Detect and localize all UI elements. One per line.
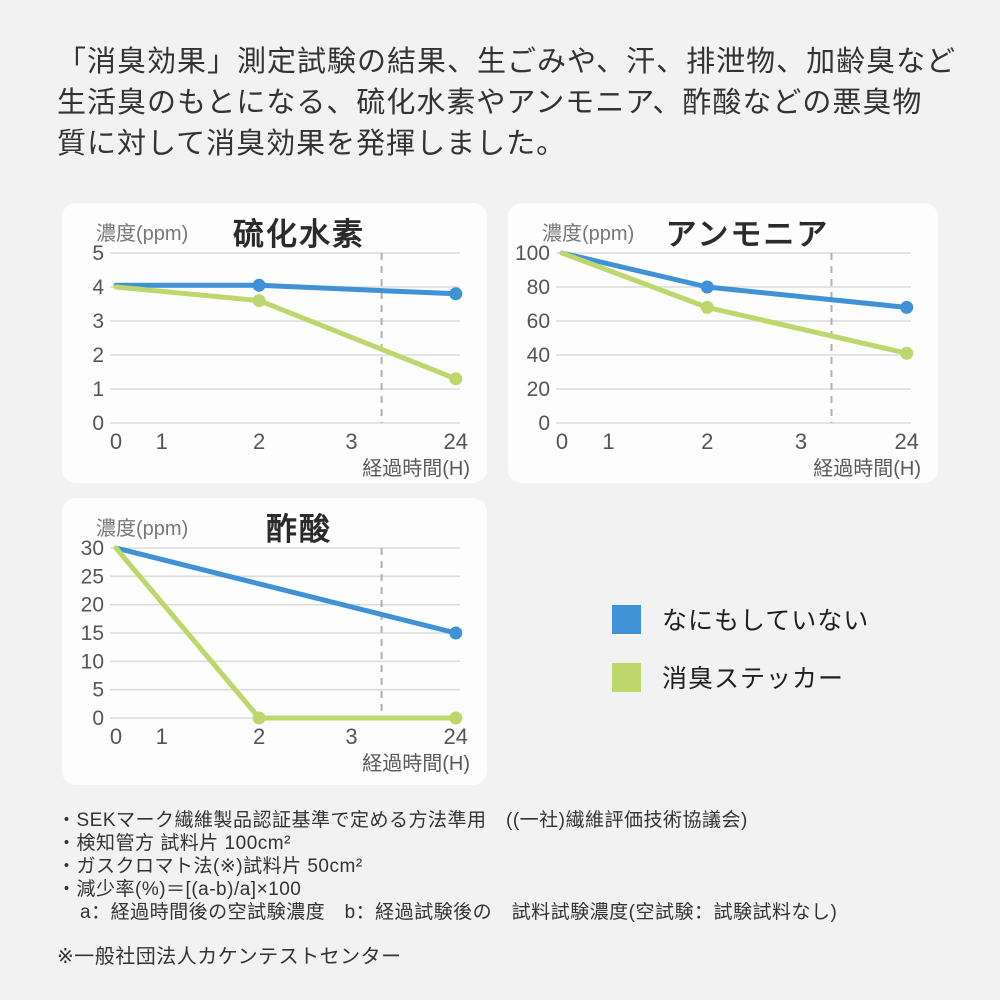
data-point-blue xyxy=(700,280,714,294)
intro-line: 「消臭効果」測定試験の結果、生ごみや、汗、排泄物、加齢臭など xyxy=(57,46,957,78)
footnotes: ・SEKマーク繊維製品認証基準で定める方法準用 ((一社)繊維評価技術協議会) … xyxy=(57,809,837,969)
x-axis-title: 経過時間(H) xyxy=(362,457,470,480)
chart-title: 酢酸 xyxy=(266,512,332,547)
legend-swatch-green xyxy=(612,662,641,692)
x-tick-label: 2 xyxy=(253,724,265,749)
legend-item-untreated: なにもしていない xyxy=(612,601,869,637)
legend-swatch-blue xyxy=(612,604,641,634)
y-tick-label: 25 xyxy=(81,565,104,588)
series-line-blue xyxy=(113,545,459,636)
x-tick-label: 24 xyxy=(444,724,468,749)
chart-card-ammonia: 100 80 60 40 20 0 0 1 2 3 24 経過時間(H) 濃度(ppm) アンモニア xyxy=(508,203,938,483)
y-axis-title: 濃度(ppm) xyxy=(96,517,188,540)
series-line-blue xyxy=(559,250,910,310)
x-tick-label: 2 xyxy=(701,429,713,454)
y-tick-label: 5 xyxy=(92,242,104,265)
data-point-green xyxy=(700,300,714,314)
x-tick-label: 2 xyxy=(253,429,265,454)
legend-item-deodorant-sticker: 消臭ステッカー xyxy=(612,659,869,695)
data-point-green xyxy=(449,711,463,725)
x-tick-label: 1 xyxy=(156,724,168,749)
ammonia-chart: 100 80 60 40 20 00 1 2 3 24 経過時間(H) 濃度(ppm) アンモニア xyxy=(515,217,921,480)
x-tick-label: 3 xyxy=(345,724,357,749)
y-tick-label: 4 xyxy=(92,276,104,299)
intro-line: 生活臭のもとになる、硫化水素やアンモニア、酢酸などの悪臭物 xyxy=(57,87,923,119)
chart-title: アンモニア xyxy=(666,217,830,252)
y-tick-label: 3 xyxy=(92,310,104,333)
x-tick-label: 0 xyxy=(556,429,568,454)
legend-label: なにもしていない xyxy=(662,607,870,635)
x-tick-label: 24 xyxy=(444,429,468,454)
x-tick-label: 0 xyxy=(110,724,122,749)
x-tick-label: 3 xyxy=(345,429,357,454)
x-axis-title: 経過時間(H) xyxy=(813,457,921,480)
y-tick-label: 40 xyxy=(527,344,550,367)
data-point-green xyxy=(900,346,914,360)
footnote-line: ・SEKマーク繊維製品認証基準で定める方法準用 ((一社)繊維評価技術協議会) xyxy=(57,810,748,831)
chart-card-acetic-acid: 30 25 20 15 10 5 0 0 1 2 3 24 経過時間(H) 濃度(ppm) 酢酸 xyxy=(62,498,487,785)
y-tick-label: 60 xyxy=(527,310,550,333)
x-tick-label: 1 xyxy=(602,429,614,454)
y-tick-label: 20 xyxy=(527,378,550,401)
footnote-line: ・ガスクロマト法(※)試料片 50cm² xyxy=(57,856,363,877)
data-point-blue xyxy=(900,300,914,314)
intro-line: 質に対して消臭効果を発揮しました。 xyxy=(57,128,567,160)
series-line-green xyxy=(113,284,459,382)
data-point-blue xyxy=(449,287,463,301)
data-point-blue xyxy=(252,278,266,292)
chart-title: 硫化水素 xyxy=(233,217,365,252)
y-tick-label: 0 xyxy=(92,412,104,435)
footnote-line: ・減少率(%)＝[(a-b)/a]×100 xyxy=(57,879,302,900)
footnote-line: ・検知管方 試料片 100cm² xyxy=(57,833,291,854)
y-tick-label: 20 xyxy=(81,594,104,617)
y-tick-label: 2 xyxy=(92,344,104,367)
y-tick-label: 100 xyxy=(515,242,550,265)
y-axis-title: 濃度(ppm) xyxy=(96,222,188,245)
footnote-line: a：経過時間後の空試験濃度 b：経過試験後の 試料試験濃度(空試験：試験試料なし… xyxy=(80,902,838,923)
y-axis-title: 濃度(ppm) xyxy=(542,222,634,245)
data-point-green xyxy=(252,711,266,725)
y-tick-label: 30 xyxy=(81,537,104,560)
y-tick-label: 0 xyxy=(92,707,104,730)
x-axis-title: 経過時間(H) xyxy=(362,752,470,775)
x-tick-label: 3 xyxy=(795,429,807,454)
y-tick-label: 15 xyxy=(81,622,104,645)
y-tick-label: 5 xyxy=(92,679,104,702)
intro-text: 「消臭効果」測定試験の結果、生ごみや、汗、排泄物、加齢臭など 生活臭のもとになる… xyxy=(57,42,956,165)
chart-legend: なにもしていない 消臭ステッカー xyxy=(612,601,869,717)
x-tick-label: 1 xyxy=(156,429,168,454)
chart-card-hydrogen-sulfide: 5 4 3 2 1 0 0 1 2 3 24 経過時間(H) 濃度(ppm) 硫化水素 xyxy=(62,203,487,483)
x-tick-label: 0 xyxy=(110,429,122,454)
data-point-green xyxy=(449,372,463,386)
x-tick-label: 24 xyxy=(894,429,918,454)
y-tick-label: 0 xyxy=(538,412,550,435)
data-point-green xyxy=(252,294,266,308)
data-point-blue xyxy=(449,626,463,640)
legend-label: 消臭ステッカー xyxy=(662,665,845,693)
y-tick-label: 10 xyxy=(81,650,104,673)
y-tick-label: 80 xyxy=(527,276,550,299)
test-center-note: ※一般社団法人カケンテストセンター xyxy=(57,946,402,968)
y-tick-label: 1 xyxy=(92,378,104,401)
hydrogen-sulfide-chart: 5 4 3 2 1 00 1 2 3 24 経過時間(H) 濃度(ppm) 硫化水素 xyxy=(92,217,470,480)
